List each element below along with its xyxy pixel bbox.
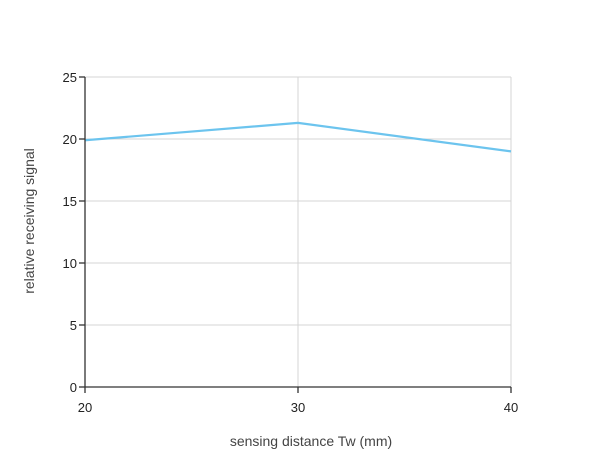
y-tick-label: 0	[70, 380, 77, 395]
series-lines	[84, 121, 512, 153]
y-axis-title: relative receiving signal	[21, 148, 37, 294]
y-tick-label: 5	[70, 318, 77, 333]
grid	[85, 76, 512, 387]
x-tick-label: 20	[78, 400, 92, 415]
y-tick-label: 15	[63, 194, 77, 209]
x-tick-label: 40	[504, 400, 518, 415]
y-tick-label: 25	[63, 70, 77, 85]
x-tick-label: 30	[291, 400, 305, 415]
y-tick-label: 20	[63, 132, 77, 147]
ticks: 0 5 10 15 20 25 20 30 40	[63, 70, 519, 415]
y-tick-label: 10	[63, 256, 77, 271]
series-line	[84, 121, 512, 153]
x-axis-title: sensing distance Tw (mm)	[230, 433, 392, 449]
